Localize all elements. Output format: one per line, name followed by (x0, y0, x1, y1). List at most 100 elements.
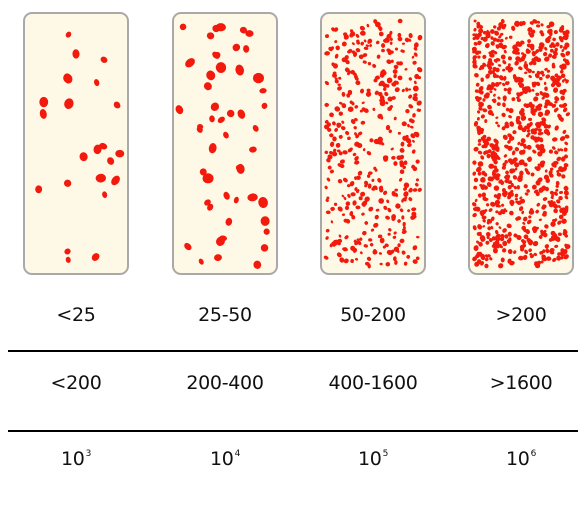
dot (477, 251, 483, 257)
dot (544, 112, 549, 116)
dot (337, 179, 343, 184)
dot (538, 45, 544, 50)
dot (385, 124, 391, 131)
dot (517, 176, 523, 182)
dot (527, 27, 533, 33)
dot (508, 136, 515, 141)
dot (362, 148, 366, 152)
dot (523, 146, 528, 149)
dot (360, 30, 366, 36)
dot (546, 38, 551, 44)
dot (412, 85, 419, 92)
row1-col4: >200 (495, 304, 547, 326)
dot (490, 201, 496, 207)
dot (498, 263, 504, 269)
dot (400, 164, 405, 168)
dot (533, 252, 538, 257)
dot (533, 189, 539, 194)
dot (505, 170, 509, 175)
dot (386, 199, 390, 204)
dot (541, 117, 547, 122)
dot (393, 116, 397, 121)
dot (518, 66, 522, 70)
dot (562, 88, 567, 93)
dot (364, 180, 369, 186)
dot (542, 204, 547, 209)
dot (408, 118, 414, 123)
dot (495, 121, 499, 125)
dot (363, 46, 369, 50)
row2-col4: >1600 (489, 372, 553, 394)
dot (530, 131, 534, 135)
dot (528, 248, 532, 253)
dot (472, 202, 477, 207)
dot (490, 225, 494, 230)
dot (477, 55, 481, 59)
dot (522, 221, 526, 225)
dot (555, 236, 560, 241)
dot (496, 173, 501, 177)
row3-col4: 106 (456, 448, 579, 470)
dot (488, 208, 493, 212)
dot (541, 256, 547, 262)
dot (511, 25, 516, 31)
dot (545, 176, 550, 182)
dot (537, 111, 542, 116)
dot (478, 28, 484, 34)
dot (486, 182, 492, 187)
dot (526, 189, 530, 193)
dot (550, 230, 556, 236)
dot (374, 90, 379, 95)
dot (480, 155, 485, 160)
dot (563, 190, 569, 196)
dot (545, 257, 550, 261)
dot (369, 242, 374, 247)
dot (516, 235, 522, 241)
dot (534, 73, 540, 79)
dot (472, 33, 476, 37)
dot (485, 198, 489, 202)
dot (343, 258, 349, 264)
dot (349, 212, 354, 217)
dot (495, 67, 500, 73)
dot (560, 168, 564, 173)
dot (397, 18, 403, 24)
dot (477, 224, 483, 230)
dot (543, 81, 547, 85)
dot (327, 154, 333, 160)
dot (414, 131, 420, 138)
dot (561, 174, 566, 179)
dot (397, 243, 401, 248)
dot (502, 102, 506, 108)
dot (329, 112, 334, 118)
dot (334, 40, 338, 44)
dot (385, 215, 390, 220)
dot (544, 101, 550, 107)
dot (564, 234, 569, 238)
dot (367, 183, 372, 189)
dot (495, 222, 499, 226)
panel-1-dots (35, 31, 125, 263)
dot (343, 196, 347, 200)
dot (529, 32, 535, 38)
dot (525, 170, 531, 175)
dot (366, 88, 371, 93)
dot (476, 240, 480, 244)
dot (332, 71, 337, 75)
dot (552, 219, 556, 223)
dot (477, 32, 482, 38)
dot (531, 184, 537, 190)
dot (79, 152, 88, 162)
dot (324, 102, 330, 107)
dot (478, 106, 483, 111)
dot (352, 200, 357, 206)
dot (493, 185, 500, 191)
dot (524, 192, 529, 196)
dot (531, 70, 535, 74)
dot (386, 33, 392, 39)
dot (206, 70, 216, 81)
dot (518, 83, 525, 88)
dot (401, 42, 406, 45)
dot (382, 245, 387, 249)
dot (324, 34, 330, 39)
